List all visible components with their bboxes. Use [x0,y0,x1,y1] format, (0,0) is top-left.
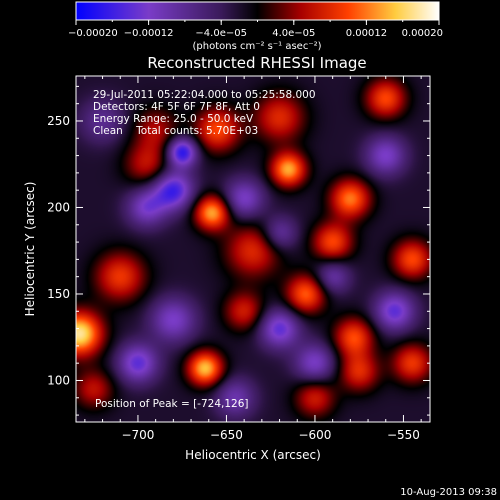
date-stamp: 10-Aug-2013 09:38 [400,487,497,498]
colorbar-ticks: −0.00020 −0.00012 −4.0e−05 4.0e−05 0.00012 0.… [68,20,443,39]
y-axis-ticks: 100 150 200 250 [47,85,430,416]
x-axis-ticks: −700 −650 −600 −550 [84,76,422,442]
x-tick-label: −550 [387,428,420,442]
y-tick-label: 250 [47,114,70,128]
y-axis-label: Heliocentric Y (arcsec) [23,182,37,317]
peak-position-label: Position of Peak = [-724,126] [95,398,249,410]
colorbar-tick-label: 0.00012 [346,28,387,39]
colorbar-tick-label: −0.00012 [124,28,174,39]
annotation-clean-counts: Clean Total counts: 5.70E+03 [93,125,258,137]
colorbar-unit-label: (photons cm⁻² s⁻¹ asec⁻²) [192,41,321,52]
x-axis-label: Heliocentric X (arcsec) [185,448,321,462]
x-tick-label: −600 [298,428,331,442]
y-tick-label: 200 [47,200,70,214]
annotation-time-range: 29-Jul-2011 05:22:04.000 to 05:25:58.000 [93,89,316,101]
colorbar-tick-label: 4.0e−05 [272,28,315,39]
colorbar: −0.00020 −0.00012 −4.0e−05 4.0e−05 0.00012 0.… [68,1,443,52]
heatmap-image-area [76,76,430,422]
y-tick-label: 150 [47,287,70,301]
colorbar-tick-label: 0.00020 [402,28,443,39]
observation-annotation: 29-Jul-2011 05:22:04.000 to 05:25:58.000… [93,89,316,137]
colorbar-gradient [75,1,440,21]
x-tick-label: −700 [121,428,154,442]
plot-frame [75,75,431,423]
annotation-detectors: Detectors: 4F 5F 6F 7F 8F, Att 0 [93,101,260,113]
x-tick-label: −650 [210,428,243,442]
y-tick-label: 100 [47,373,70,387]
heatmap-canvas [76,76,430,422]
annotation-energy-range: Energy Range: 25.0 - 50.0 keV [93,113,254,125]
colorbar-tick-label: −4.0e−05 [195,28,247,39]
chart-title: Reconstructed RHESSI Image [147,54,366,72]
colorbar-tick-label: −0.00020 [68,28,118,39]
